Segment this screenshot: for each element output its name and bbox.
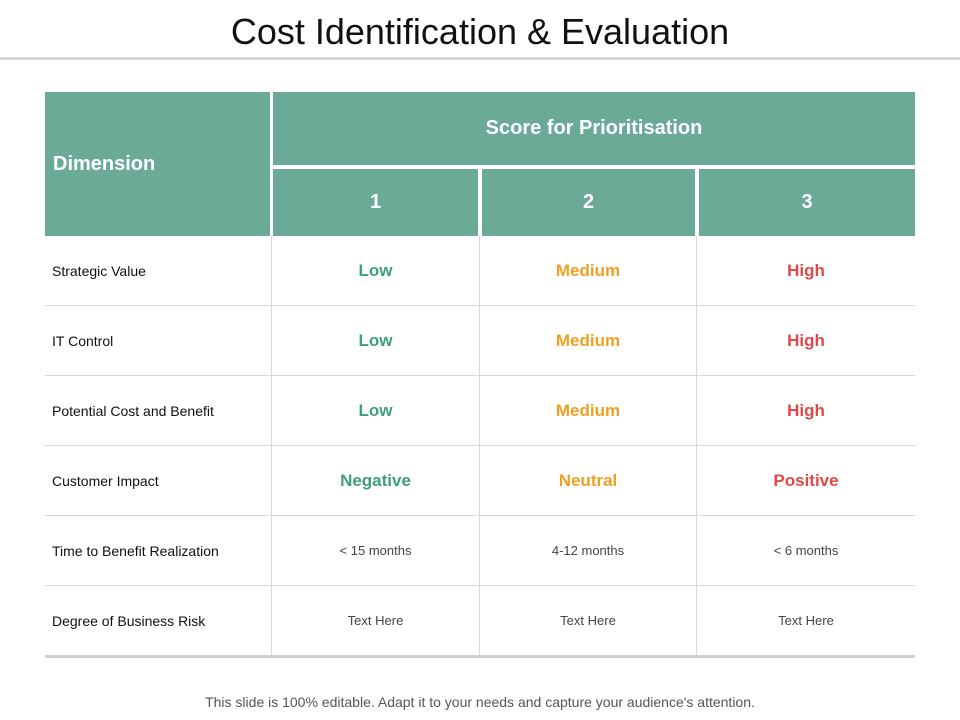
dimension-cell: Strategic Value [45, 236, 272, 305]
score-cell-2: Neutral [480, 446, 697, 515]
table-row: IT Control Low Medium High [45, 306, 915, 376]
table-row: Customer Impact Negative Neutral Positiv… [45, 446, 915, 516]
table-row: Time to Benefit Realization < 15 months … [45, 516, 915, 586]
score-column-label: 3 [801, 191, 813, 213]
score-cell-1: Low [272, 376, 480, 445]
title-divider [0, 57, 960, 60]
dimension-cell: Customer Impact [45, 446, 272, 515]
footer-note: This slide is 100% editable. Adapt it to… [205, 694, 755, 710]
score-value: < 15 months [339, 543, 412, 558]
score-cell-1: Text Here [272, 586, 480, 655]
score-value: High [787, 400, 825, 420]
score-value: < 6 months [773, 543, 839, 558]
score-cell-3: Positive [697, 446, 915, 515]
dimension-cell: Potential Cost and Benefit [45, 376, 272, 445]
score-column-label: 2 [582, 191, 595, 213]
score-cell-2: 4-12 months [480, 516, 697, 585]
score-value: 4-12 months [551, 543, 625, 558]
score-header-label: Score for Prioritisation [485, 117, 703, 139]
score-cell-2: Medium [480, 306, 697, 375]
table-row: Potential Cost and Benefit Low Medium Hi… [45, 376, 915, 446]
score-cell-3: Text Here [697, 586, 915, 655]
score-column-1-header: 1 [273, 169, 478, 236]
score-value: Text Here [778, 613, 834, 628]
score-cell-3: High [697, 376, 915, 445]
score-value: Text Here [560, 613, 616, 628]
score-cell-2: Medium [480, 236, 697, 305]
score-cell-2: Text Here [480, 586, 697, 655]
score-column-2-header: 2 [482, 169, 695, 236]
score-value: Positive [773, 470, 839, 490]
score-column-label: 1 [369, 191, 382, 213]
score-value: High [787, 330, 825, 350]
score-cell-2: Medium [480, 376, 697, 445]
score-value: Medium [555, 400, 621, 420]
score-cell-1: < 15 months [272, 516, 480, 585]
score-value: Low [358, 330, 393, 350]
dimension-cell: IT Control [45, 306, 272, 375]
score-value: High [787, 260, 825, 280]
table-row: Degree of Business Risk Text Here Text H… [45, 586, 915, 658]
page-title: Cost Identification & Evaluation [230, 11, 730, 52]
score-cell-3: < 6 months [697, 516, 915, 585]
dimension-cell: Time to Benefit Realization [45, 516, 272, 585]
score-value: Medium [555, 330, 621, 350]
score-cell-1: Low [272, 236, 480, 305]
score-value: Medium [555, 260, 621, 280]
score-header: Score for Prioritisation [273, 92, 915, 165]
score-value: Negative [340, 470, 411, 490]
table-row: Strategic Value Low Medium High [45, 236, 915, 306]
score-value: Neutral [558, 470, 618, 490]
score-value: Text Here [347, 613, 404, 628]
score-value: Low [358, 400, 393, 420]
score-value: Low [358, 260, 393, 280]
dimension-header: Dimension [45, 92, 270, 236]
score-cell-1: Negative [272, 446, 480, 515]
score-cell-1: Low [272, 306, 480, 375]
score-cell-3: High [697, 306, 915, 375]
dimension-header-label: Dimension [53, 152, 156, 175]
dimension-cell: Degree of Business Risk [45, 586, 272, 655]
score-column-3-header: 3 [699, 169, 915, 236]
evaluation-table-body: Strategic Value Low Medium High IT Contr… [45, 236, 915, 658]
score-cell-3: High [697, 236, 915, 305]
